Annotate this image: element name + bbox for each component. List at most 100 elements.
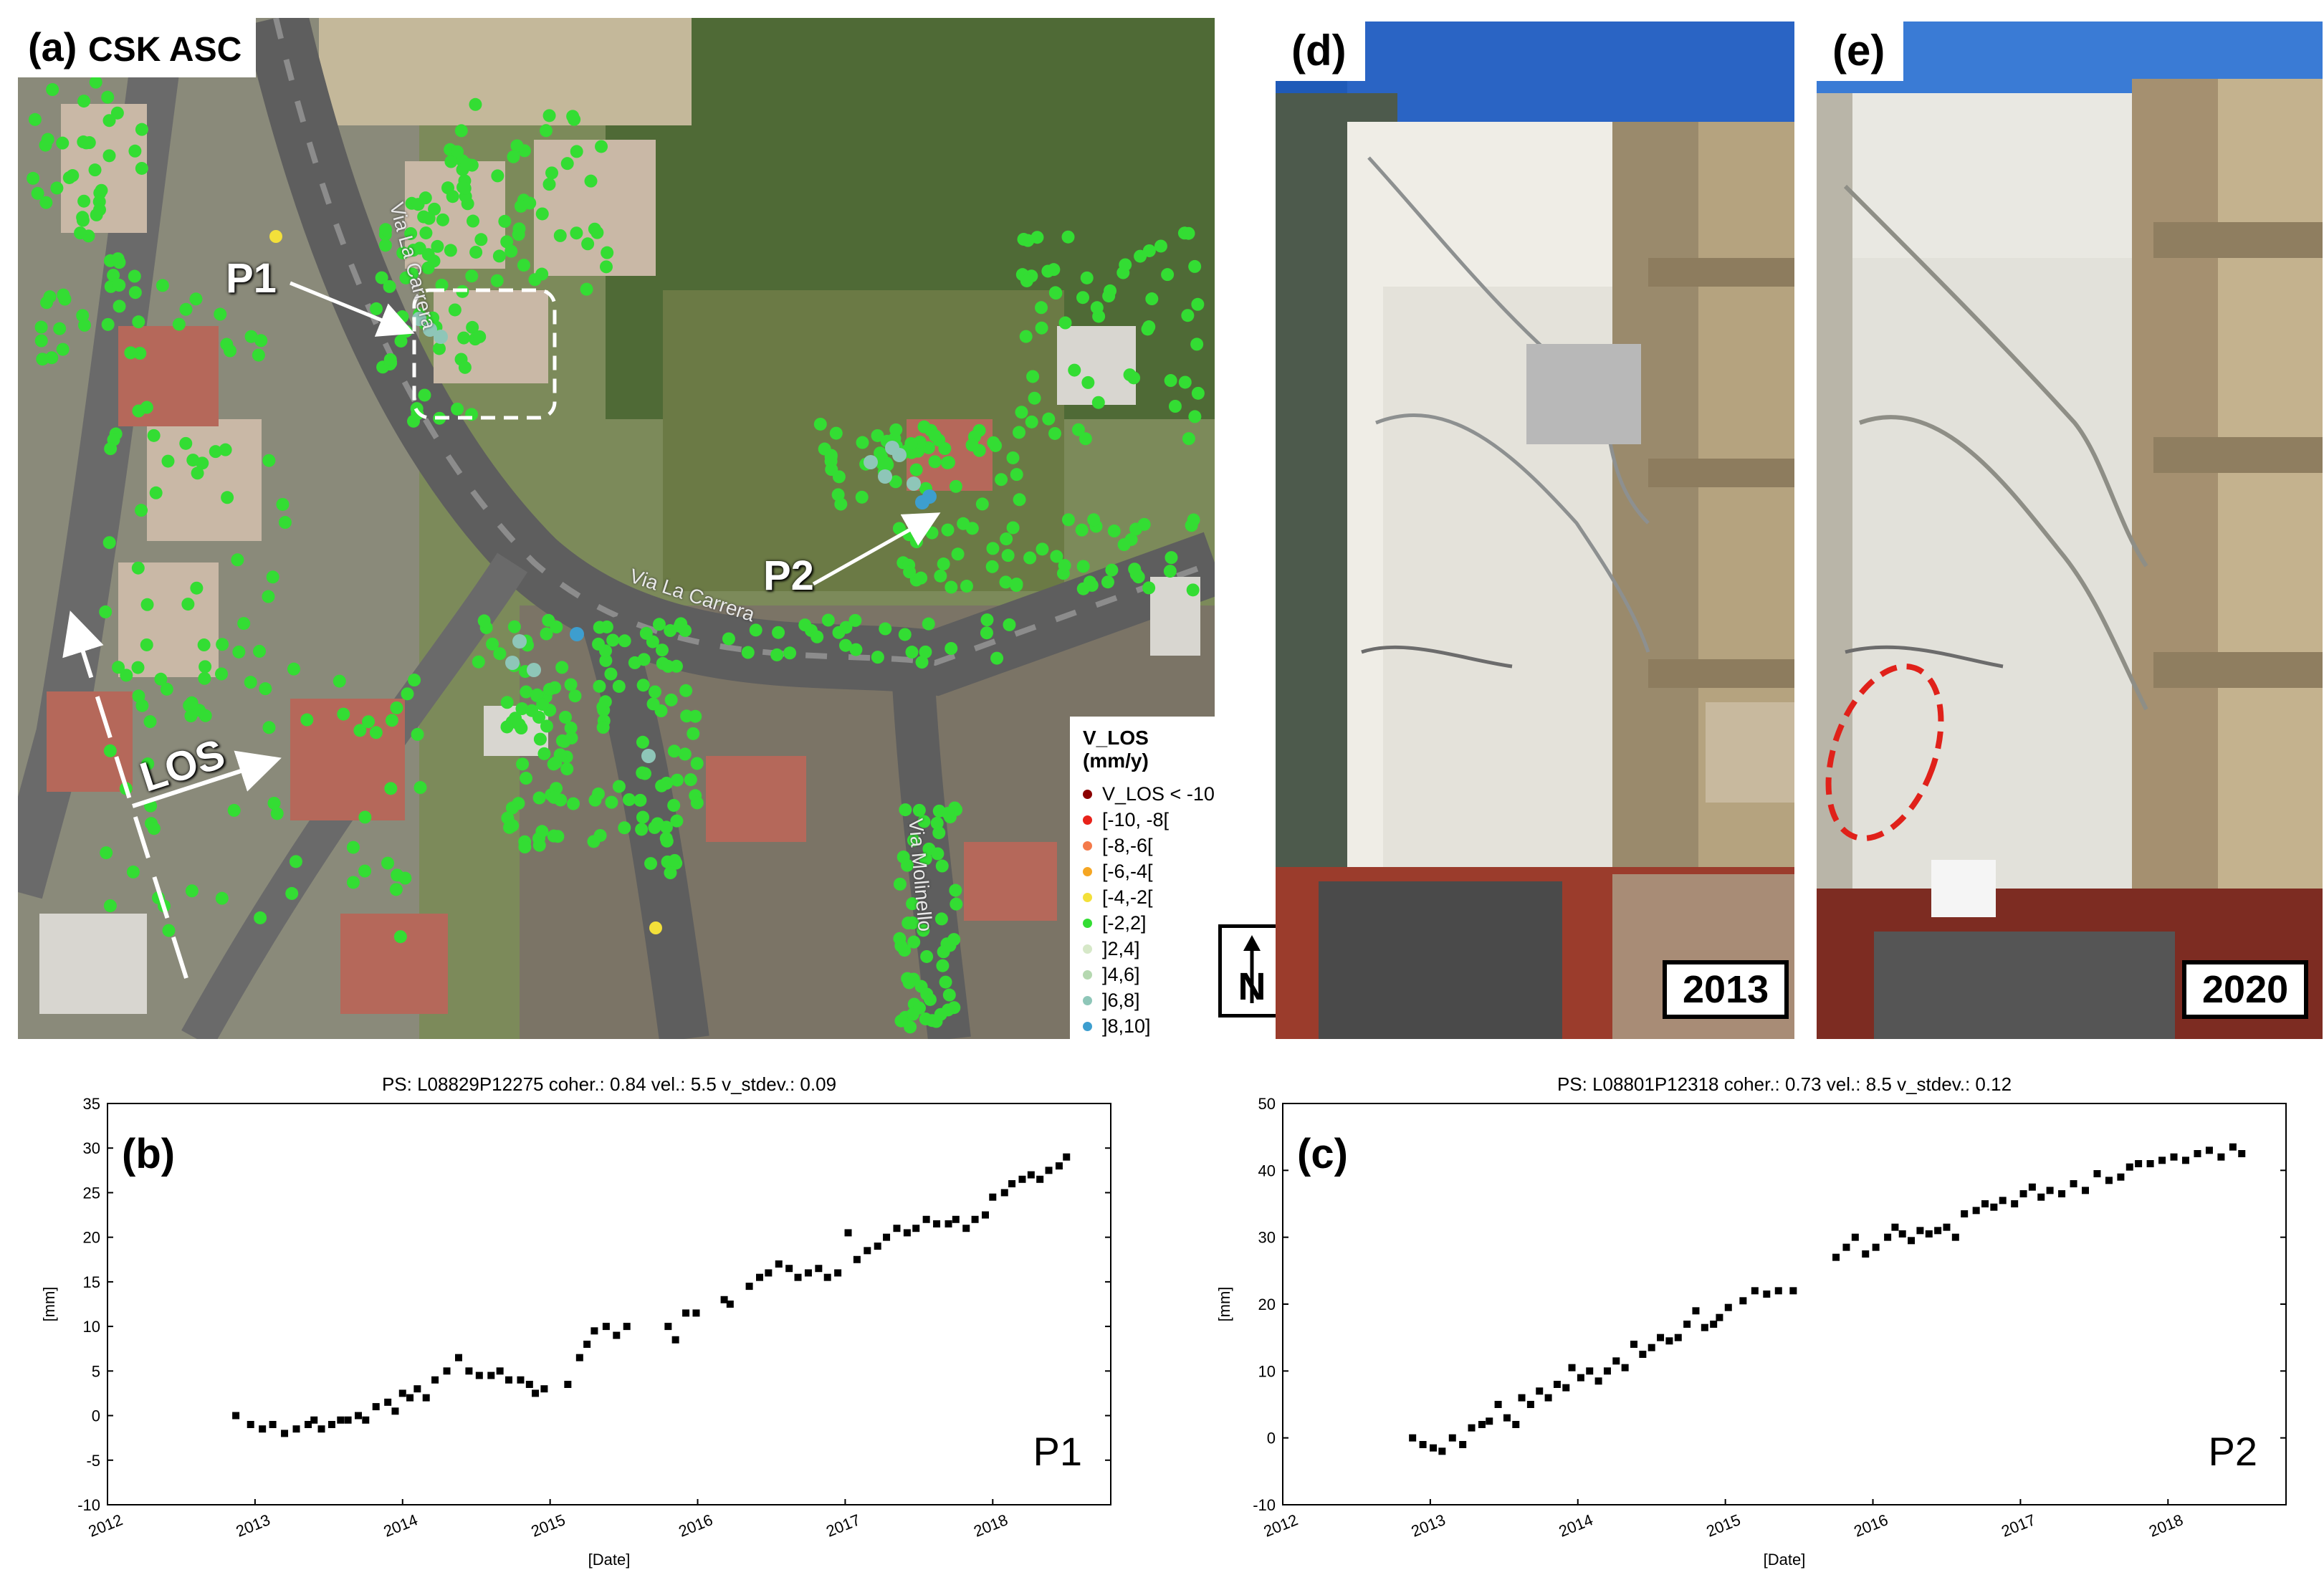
data-point — [1981, 1200, 1989, 1207]
data-point — [1943, 1223, 1951, 1231]
data-point — [853, 1255, 861, 1263]
x-tick-label: 2015 — [528, 1510, 568, 1541]
data-point — [1916, 1227, 1924, 1235]
y-axis-label: [mm] — [40, 1287, 58, 1322]
data-point — [1518, 1394, 1526, 1402]
crack-highlight-ellipse — [1825, 664, 1944, 841]
data-point — [922, 1215, 930, 1223]
photo-2020: (e) 2020 — [1817, 21, 2323, 1039]
data-point — [1657, 1334, 1665, 1341]
x-tick-label: 2013 — [234, 1510, 273, 1541]
data-point — [726, 1301, 734, 1308]
data-point — [487, 1371, 495, 1379]
y-tick-label: -10 — [1253, 1496, 1276, 1514]
data-point — [1925, 1230, 1933, 1237]
data-point — [883, 1233, 891, 1241]
plot-frame — [107, 1103, 1111, 1505]
x-tick-label: 2017 — [1999, 1510, 2038, 1541]
legend-item: [-8,-6[ — [1083, 833, 1215, 858]
photo-2013: (d) 2013 — [1276, 21, 1794, 1039]
x-tick-label: 2018 — [971, 1510, 1010, 1541]
data-point — [455, 1354, 462, 1361]
data-point — [2117, 1173, 2125, 1181]
legend-item: ]6,8] — [1083, 987, 1215, 1013]
data-point — [1438, 1447, 1446, 1455]
data-point — [1934, 1227, 1942, 1235]
x-tick-label: 2014 — [1556, 1510, 1596, 1541]
data-point — [2070, 1180, 2077, 1187]
data-point — [1468, 1424, 1476, 1432]
legend-item: [-2,2] — [1083, 910, 1215, 936]
data-point — [1739, 1297, 1747, 1305]
data-point — [1459, 1441, 1467, 1448]
data-point — [1692, 1307, 1700, 1315]
data-point — [540, 1385, 548, 1393]
chart-panel-label: (b) — [122, 1131, 175, 1177]
map-panel: (a) CSK ASC P1 P2 LOS Via La Carrera Via… — [18, 18, 1215, 1039]
data-point — [765, 1269, 773, 1277]
data-point — [1648, 1344, 1655, 1351]
legend-item: [-4,-2[ — [1083, 884, 1215, 910]
data-point — [2170, 1153, 2178, 1161]
panel-d-label: (d) — [1276, 21, 1365, 81]
chart-point-label: P1 — [1033, 1429, 1083, 1474]
data-point — [355, 1412, 362, 1419]
y-tick-label: 40 — [1258, 1162, 1276, 1179]
data-point — [864, 1247, 871, 1255]
data-point — [2135, 1160, 2143, 1167]
y-tick-label: 30 — [83, 1139, 100, 1157]
data-point — [989, 1193, 997, 1201]
y-tick-label: 5 — [92, 1362, 100, 1380]
data-point — [575, 1354, 583, 1361]
data-point — [1494, 1401, 1502, 1408]
data-point — [671, 1336, 679, 1344]
legend-item: [-10, -8[ — [1083, 807, 1215, 833]
data-point — [1419, 1441, 1427, 1448]
chart-title: PS: L08829P12275 coher.: 0.84 vel.: 5.5 … — [382, 1073, 836, 1095]
data-point — [384, 1398, 392, 1406]
building-highlight-box — [412, 288, 557, 420]
data-point — [2105, 1177, 2113, 1184]
data-point — [1639, 1351, 1647, 1358]
building-facade-photo-2020 — [1817, 21, 2323, 1039]
data-point — [2217, 1153, 2225, 1161]
y-tick-label: 20 — [1258, 1296, 1276, 1313]
data-point — [259, 1425, 267, 1433]
data-point — [583, 1341, 591, 1348]
data-point — [1972, 1207, 1980, 1215]
p2-map-label: P2 — [763, 552, 814, 599]
data-point — [2082, 1187, 2089, 1194]
data-point — [2158, 1157, 2166, 1164]
data-point — [1621, 1364, 1629, 1371]
data-point — [292, 1425, 300, 1433]
data-point — [1409, 1434, 1417, 1442]
data-point — [962, 1225, 970, 1232]
legend-swatch — [1083, 1021, 1092, 1031]
y-tick-label: 10 — [1258, 1362, 1276, 1380]
data-point — [1891, 1223, 1899, 1231]
data-point — [1884, 1233, 1892, 1241]
data-point — [1486, 1417, 1493, 1425]
x-tick-label: 2012 — [1261, 1510, 1301, 1541]
y-tick-label: 35 — [83, 1095, 100, 1113]
data-point — [1045, 1167, 1053, 1174]
y-tick-label: 50 — [1258, 1095, 1276, 1113]
data-point — [1999, 1197, 2007, 1205]
x-tick-label: 2014 — [381, 1510, 421, 1541]
x-tick-label: 2016 — [1851, 1510, 1890, 1541]
data-point — [1553, 1381, 1561, 1388]
y-tick-label: -10 — [77, 1496, 100, 1514]
data-point — [815, 1265, 823, 1273]
data-point — [823, 1273, 831, 1281]
legend-title: V_LOS (mm/y) — [1083, 727, 1149, 772]
data-point — [756, 1273, 763, 1281]
data-point — [1862, 1250, 1870, 1258]
data-point — [623, 1323, 631, 1331]
data-point — [406, 1394, 414, 1402]
data-point — [475, 1371, 483, 1379]
data-point — [2146, 1160, 2154, 1167]
data-point — [2182, 1157, 2189, 1164]
data-point — [398, 1389, 406, 1397]
data-point — [1665, 1337, 1673, 1345]
data-point — [1612, 1357, 1620, 1365]
